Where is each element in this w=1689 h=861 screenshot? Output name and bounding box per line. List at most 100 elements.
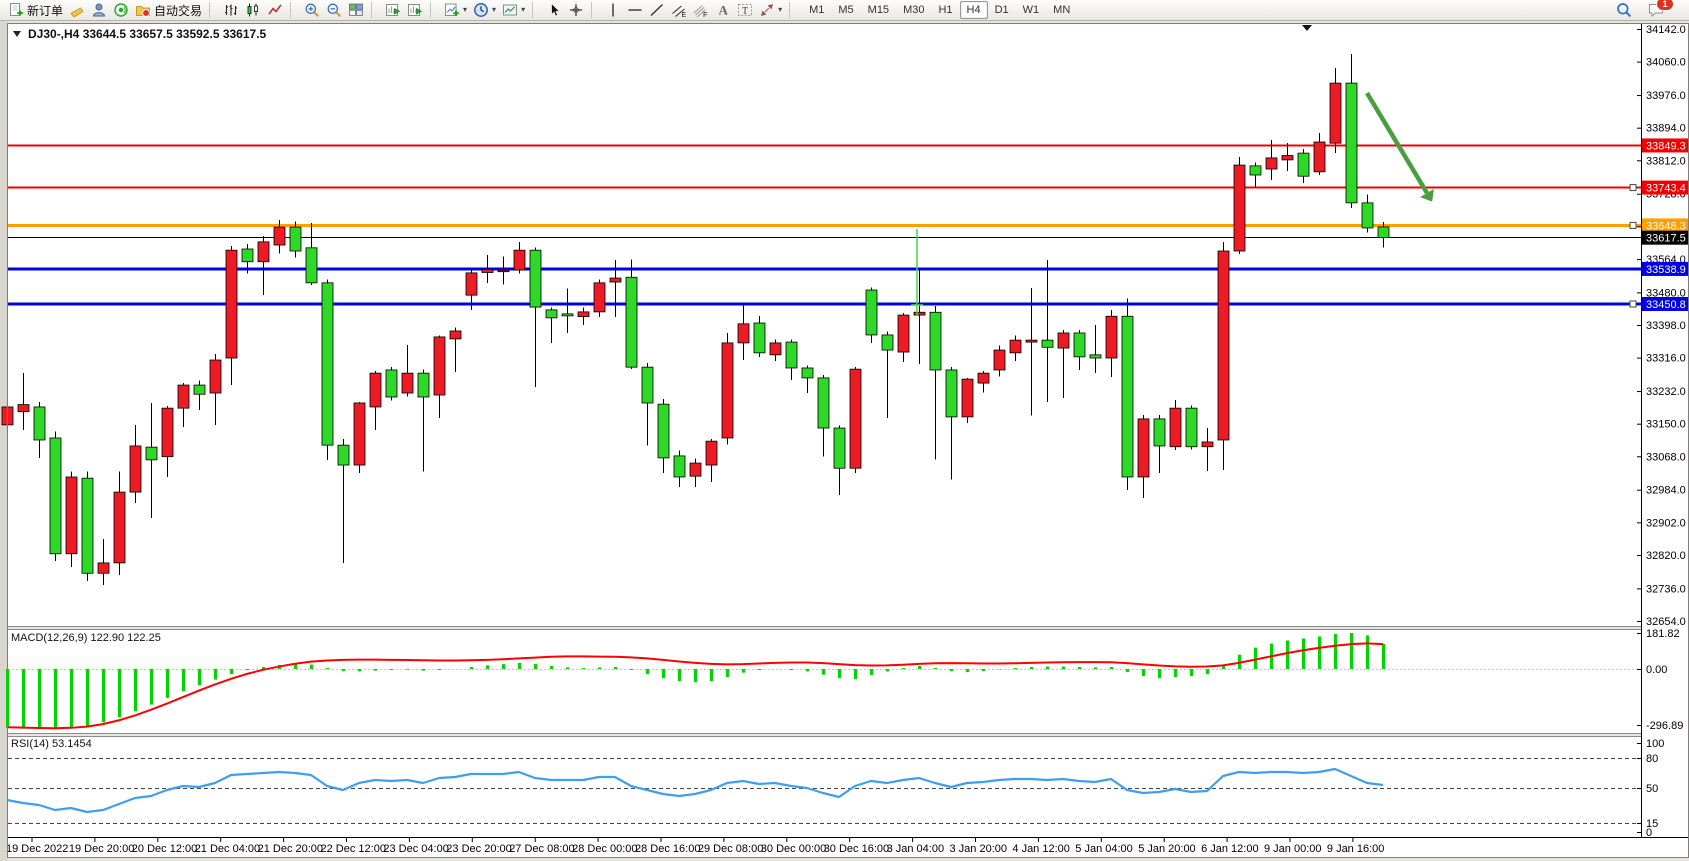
candle-body — [897, 314, 910, 353]
timeframe-h1-button[interactable]: H1 — [938, 4, 953, 16]
toolbar-separator — [591, 2, 599, 18]
down-trend-arrow-annotation[interactable] — [1365, 91, 1429, 195]
candle-body — [289, 226, 302, 252]
chart-menu-icon[interactable] — [13, 31, 21, 37]
timeframe-m15-button[interactable]: M15 — [867, 4, 890, 16]
text-tool-button[interactable]: A — [712, 1, 734, 20]
candle-body — [561, 313, 574, 317]
search-icon — [1616, 2, 1632, 18]
auto-trading-button-label: 自动交易 — [154, 3, 203, 18]
time-axis-label: 27 Dec 08:00 — [509, 843, 574, 855]
chart-background — [7, 23, 1689, 858]
candle-body — [161, 407, 174, 458]
notifications-button[interactable]: 1 — [1645, 0, 1674, 20]
auto-scroll-button[interactable] — [382, 1, 404, 20]
candle-body — [945, 369, 958, 418]
candle-body — [385, 369, 398, 398]
periods-button[interactable]: ▾ — [470, 1, 499, 20]
trendline-icon — [649, 2, 665, 18]
chart-style-button[interactable] — [66, 1, 88, 20]
timeframe-m1-button[interactable]: M1 — [809, 4, 825, 16]
text-label-icon: T — [737, 2, 753, 18]
svg-text:A: A — [719, 3, 729, 18]
timeframe-mn-button[interactable]: MN — [1053, 4, 1071, 16]
search-button[interactable] — [1613, 1, 1635, 20]
price-axis-label: 32820.0 — [1646, 550, 1686, 562]
svg-text:T: T — [742, 6, 748, 17]
arrows-tool-button[interactable]: ▾ — [756, 1, 785, 20]
scroll-to-end-marker-icon[interactable] — [1302, 25, 1312, 31]
price-badge-label: 33849.3 — [1646, 140, 1686, 152]
candle-body — [321, 282, 334, 446]
channel-tool-button[interactable]: E — [668, 1, 690, 20]
timeframe-h4-button[interactable]: H4 — [959, 1, 988, 19]
macd-rsi-splitter[interactable] — [7, 733, 1689, 737]
zoom-in-button[interactable] — [301, 1, 323, 20]
candle-body — [753, 322, 766, 354]
new-chart-button[interactable]: ▾ — [441, 1, 470, 20]
timeframe-d1-button[interactable]: D1 — [994, 4, 1009, 16]
price-line-badge — [1642, 296, 1689, 311]
rsi-scale-label: 100 — [1646, 738, 1664, 750]
line-handle[interactable] — [1629, 300, 1637, 308]
text-label-tool-button[interactable]: T — [734, 1, 756, 20]
tile-windows-button[interactable] — [345, 1, 367, 20]
crosshair-icon — [568, 2, 584, 18]
trendline-tool-button[interactable] — [646, 1, 668, 20]
zoom-out-button[interactable] — [323, 1, 345, 20]
candles-chart-icon — [245, 2, 261, 18]
price-line-badge — [1642, 180, 1689, 195]
price-chart-canvas[interactable]: 34142.034060.033976.033894.033812.033728… — [0, 21, 1689, 861]
line-handle[interactable] — [1629, 221, 1637, 229]
svg-text:E: E — [682, 12, 687, 18]
timeframe-w1-button[interactable]: W1 — [1022, 4, 1040, 16]
timeframe-m5-button[interactable]: M5 — [838, 4, 854, 16]
candle-body — [657, 403, 670, 459]
timeframe-m30-button[interactable]: M30 — [903, 4, 925, 16]
bar-chart-mode-button[interactable] — [220, 1, 242, 20]
price-badge-label: 33450.8 — [1646, 299, 1686, 311]
candle-chart-mode-button[interactable] — [242, 1, 264, 20]
candle-body — [865, 289, 878, 336]
candle-body — [1233, 164, 1246, 252]
candle-body — [625, 276, 638, 368]
horizontal-line-tool-button[interactable] — [624, 1, 646, 20]
time-axis-label: 9 Jan 00:00 — [1264, 843, 1322, 855]
time-axis-label: 29 Dec 08:00 — [698, 843, 763, 855]
new-order-button[interactable]: 新订单 — [5, 1, 66, 20]
signals-button[interactable] — [110, 1, 132, 20]
price-axis-label: 33398.0 — [1646, 320, 1686, 332]
crosshair-tool-button[interactable] — [565, 1, 587, 20]
candle-body — [705, 440, 718, 466]
rsi-scale-label: 0 — [1646, 827, 1652, 839]
candle-body — [545, 309, 558, 319]
chart-shift-button[interactable] — [404, 1, 426, 20]
time-axis-label: 3 Jan 04:00 — [887, 843, 945, 855]
toolbar-separator — [789, 2, 797, 18]
cursor-tool-button[interactable] — [543, 1, 565, 20]
candle-body — [977, 372, 990, 384]
price-axis-label: 33232.0 — [1646, 386, 1686, 398]
time-axis-label: 5 Jan 04:00 — [1075, 843, 1133, 855]
rsi-scale-label: 15 — [1646, 818, 1658, 830]
price-line-badge — [1642, 230, 1689, 245]
price-axis-label: 33068.0 — [1646, 451, 1686, 463]
candle-body — [33, 406, 46, 441]
candle-body — [465, 272, 478, 296]
line-handle[interactable] — [1629, 184, 1637, 192]
vertical-line-tool-button[interactable] — [602, 1, 624, 20]
price-axis-area[interactable] — [1642, 23, 1689, 838]
fibonacci-tool-button[interactable]: F — [690, 1, 712, 20]
market-watch-button[interactable] — [88, 1, 110, 20]
candle-body — [433, 336, 446, 396]
price-line-badge — [1642, 138, 1689, 153]
main-macd-splitter[interactable] — [7, 626, 1689, 630]
templates-button[interactable]: ▾ — [499, 1, 528, 20]
time-axis-label: 23 Dec 04:00 — [383, 843, 448, 855]
candle-body — [1313, 141, 1326, 173]
time-axis-label: 6 Jan 12:00 — [1201, 843, 1259, 855]
document-plus-icon — [8, 2, 24, 18]
auto-trading-button[interactable]: 自动交易 — [132, 1, 205, 20]
arrows-icon — [759, 2, 775, 18]
line-chart-mode-button[interactable] — [264, 1, 286, 20]
